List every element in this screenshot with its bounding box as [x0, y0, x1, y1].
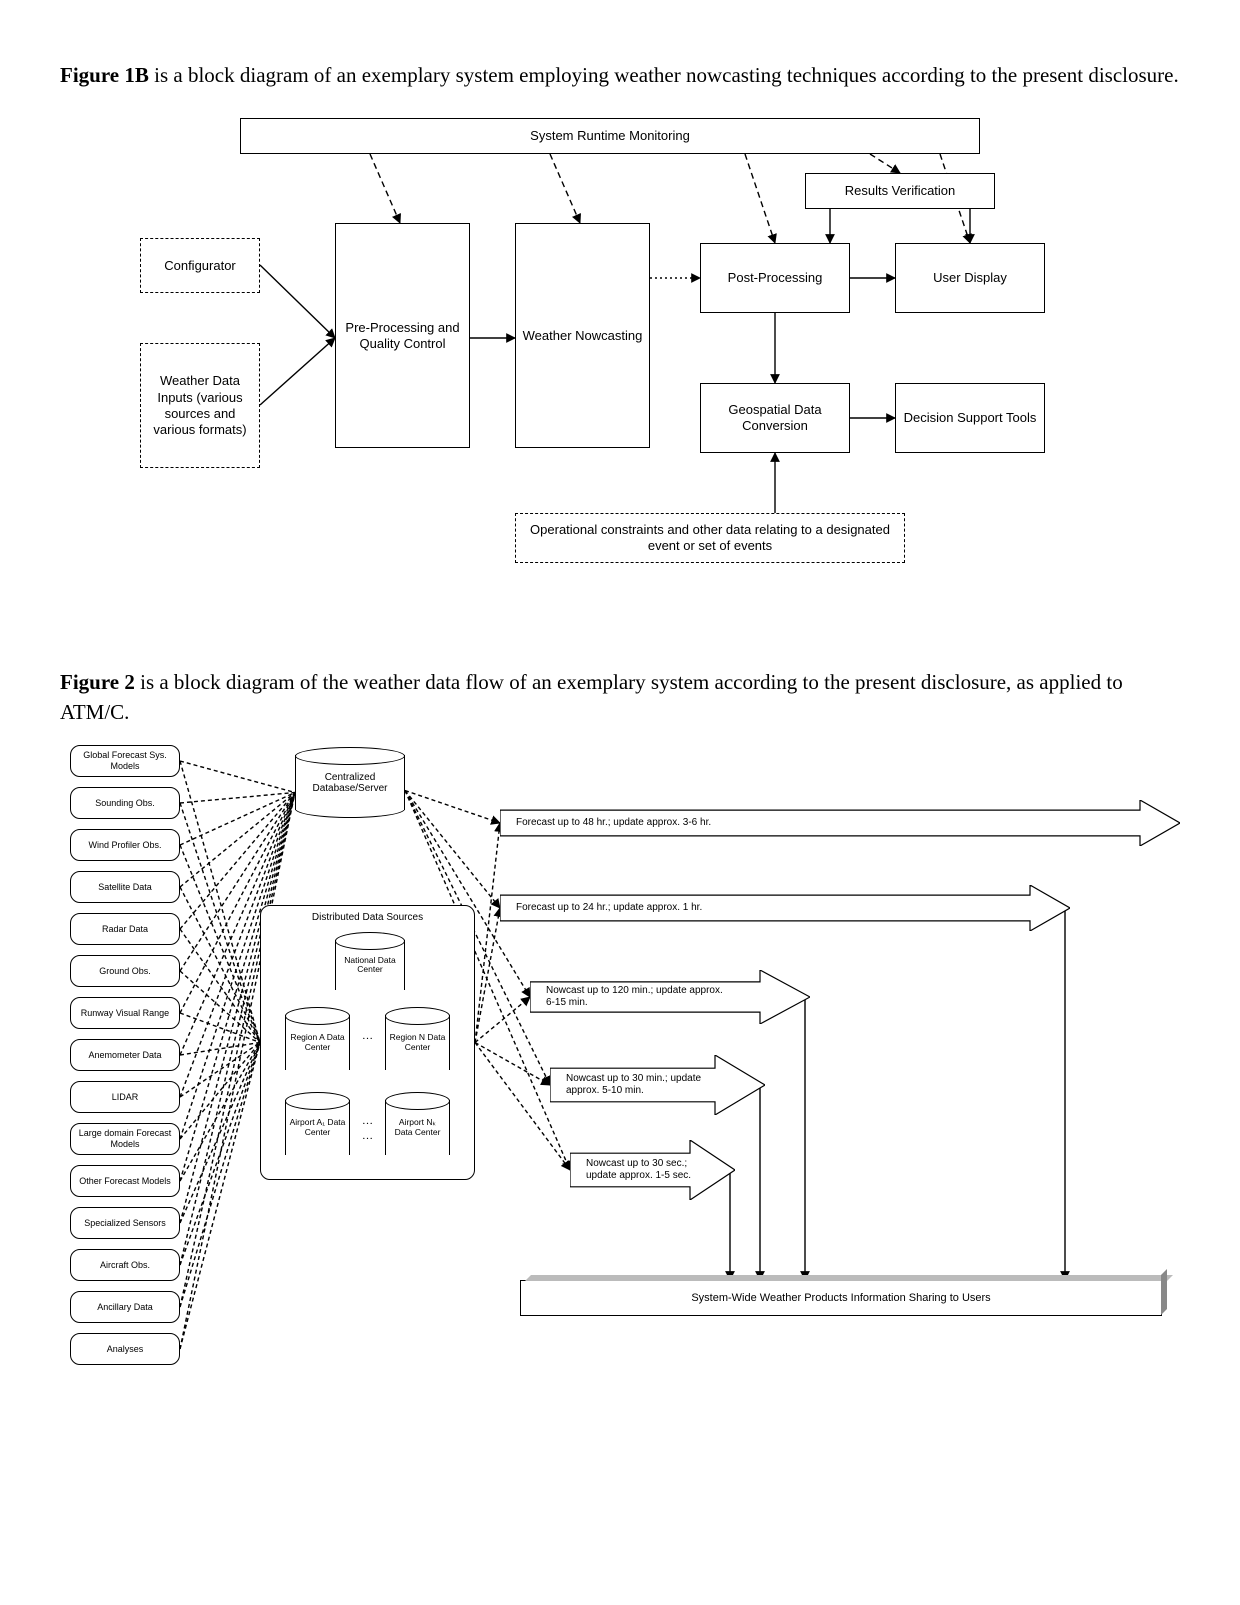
f2-source-14: Analyses	[70, 1333, 180, 1365]
f2-source-7: Anemometer Data	[70, 1039, 180, 1071]
f1b-inputs-box: Weather Data Inputs (various sources and…	[140, 343, 260, 468]
f1b-config-box: Configurator	[140, 238, 260, 293]
figure-1b: System Runtime Monitoring Configurator Wea…	[140, 108, 1100, 628]
f1b-display-box: User Display	[895, 243, 1045, 313]
f2-source-5: Ground Obs.	[70, 955, 180, 987]
f2-arrow-4: Nowcast up to 30 sec.; update approx. 1-…	[570, 1140, 735, 1200]
f2-cyl-airportA: Airport A₁ Data Center	[285, 1100, 350, 1155]
f2-source-13: Ancillary Data	[70, 1291, 180, 1323]
f2-cyl-national: National Data Center	[335, 940, 405, 990]
f2-source-3: Satellite Data	[70, 871, 180, 903]
fig1b-caption: Figure 1B is a block diagram of an exemp…	[60, 61, 1180, 90]
f2-source-4: Radar Data	[70, 913, 180, 945]
fig1b-caption-bold: Figure 1B	[60, 63, 149, 87]
fig2-caption-bold: Figure 2	[60, 670, 135, 694]
f2-source-10: Other Forecast Models	[70, 1165, 180, 1197]
f2-source-12: Aircraft Obs.	[70, 1249, 180, 1281]
f2-cyl-regionN: Region N Data Center	[385, 1015, 450, 1070]
f1b-opcon-box: Operational constraints and other data r…	[515, 513, 905, 563]
f2-system-bar: System-Wide Weather Products Information…	[520, 1280, 1162, 1316]
f1b-geo-box: Geospatial Data Conversion	[700, 383, 850, 453]
f2-ellipsis-1: …	[362, 1115, 373, 1127]
f2-ellipsis-2: …	[362, 1130, 373, 1142]
f2-source-1: Sounding Obs.	[70, 787, 180, 819]
f2-ellipsis-0: …	[362, 1030, 373, 1042]
f2-source-0: Global Forecast Sys. Models	[70, 745, 180, 777]
f1b-results-box: Results Verification	[805, 173, 995, 209]
fig2-caption: Figure 2 is a block diagram of the weath…	[60, 668, 1180, 727]
f2-source-11: Specialized Sensors	[70, 1207, 180, 1239]
figure-2: Global Forecast Sys. Models Sounding Obs.…	[70, 745, 1170, 1525]
f2-cyl-airportN: Airport Nₖ Data Center	[385, 1100, 450, 1155]
f2-arrow-0: Forecast up to 48 hr.; update approx. 3-…	[500, 800, 1180, 846]
f1b-preproc-box: Pre-Processing and Quality Control	[335, 223, 470, 448]
f2-source-2: Wind Profiler Obs.	[70, 829, 180, 861]
fig2-caption-rest: is a block diagram of the weather data f…	[60, 670, 1123, 723]
f2-cyl-regionA: Region A Data Center	[285, 1015, 350, 1070]
f2-source-8: LIDAR	[70, 1081, 180, 1113]
f2-arrow-2: Nowcast up to 120 min.; update approx. 6…	[530, 970, 810, 1024]
f1b-nowcast-box: Weather Nowcasting	[515, 223, 650, 448]
f2-arrow-1: Forecast up to 24 hr.; update approx. 1 …	[500, 885, 1070, 931]
f2-source-6: Runway Visual Range	[70, 997, 180, 1029]
f1b-dst-box: Decision Support Tools	[895, 383, 1045, 453]
fig1b-caption-rest: is a block diagram of an exemplary syste…	[149, 63, 1179, 87]
f2-central-db: Centralized Database/Server	[295, 755, 405, 810]
f2-source-9: Large domain Forecast Models	[70, 1123, 180, 1155]
f2-arrow-3: Nowcast up to 30 min.; update approx. 5-…	[550, 1055, 765, 1115]
f1b-postp-box: Post-Processing	[700, 243, 850, 313]
f1b-runtime-box: System Runtime Monitoring	[240, 118, 980, 154]
fig2-connectors	[70, 745, 1170, 1525]
